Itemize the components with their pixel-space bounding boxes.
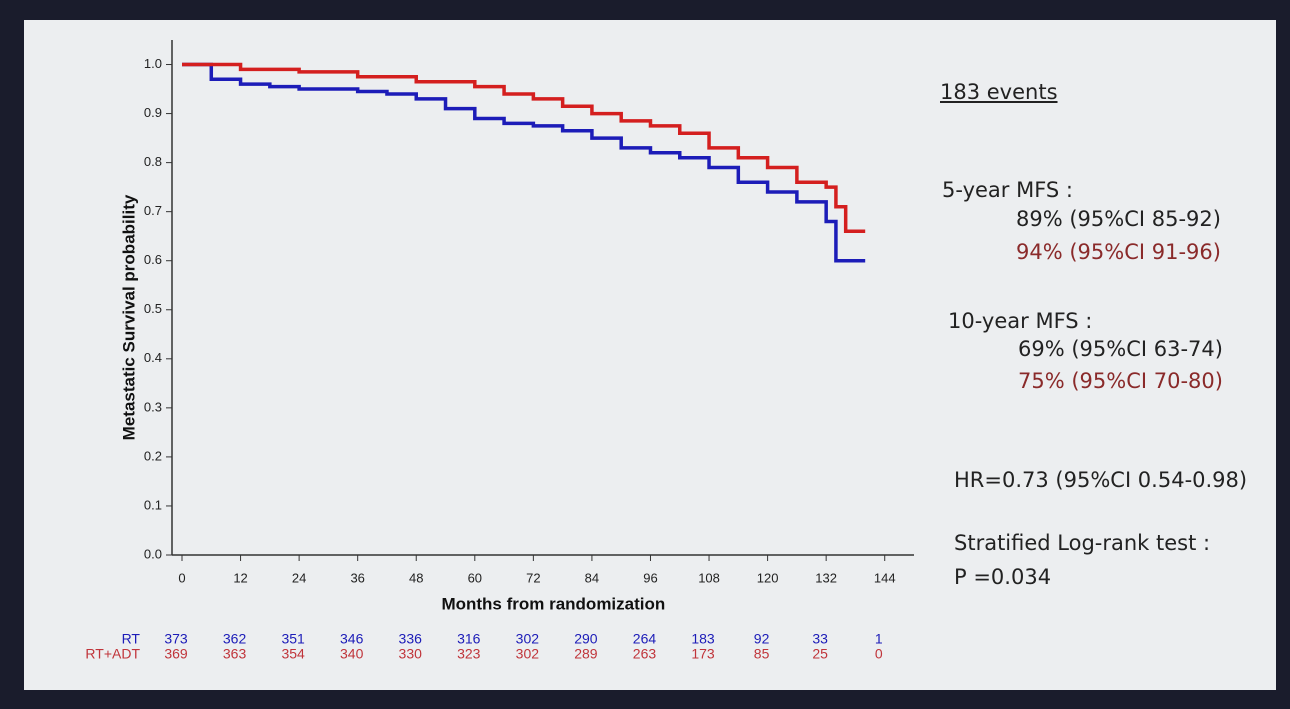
survival-curve [182, 62, 866, 263]
risk-count: 289 [574, 646, 598, 662]
risk-count: 264 [633, 631, 657, 647]
y-tick-label: 0.4 [144, 350, 162, 365]
x-tick-label: 48 [409, 570, 423, 585]
risk-row-label: RT [122, 631, 141, 647]
y-tick-label: 0.1 [144, 497, 162, 512]
survival-curve [182, 62, 866, 234]
annotation: 94% (95%CI 91-96) [1016, 240, 1221, 264]
y-axis-title: Metastatic Survival probability [119, 194, 138, 440]
risk-count: 362 [223, 631, 247, 647]
x-tick-label: 72 [526, 570, 540, 585]
risk-count: 369 [164, 646, 188, 662]
y-tick-label: 0.0 [144, 546, 162, 561]
risk-row-label: RT+ADT [85, 646, 140, 662]
risk-count: 323 [457, 646, 481, 662]
y-tick-label: 0.7 [144, 203, 162, 218]
x-tick-label: 144 [874, 570, 896, 585]
y-tick-label: 0.5 [144, 301, 162, 316]
risk-count: 354 [281, 646, 305, 662]
annotation: Stratified Log-rank test : [954, 531, 1211, 555]
slide: 183 events 5-year MFS : 89% (95%CI 85-92… [24, 20, 1276, 690]
risk-count: 346 [340, 631, 364, 647]
risk-count: 363 [223, 646, 247, 662]
annotation: HR=0.73 (95%CI 0.54-0.98) [954, 468, 1248, 492]
x-tick-label: 60 [468, 570, 482, 585]
risk-count: 351 [281, 631, 305, 647]
y-tick-label: 0.2 [144, 448, 162, 463]
annotation: 75% (95%CI 70-80) [1018, 369, 1223, 393]
x-axis-title: Months from randomization [441, 594, 665, 613]
risk-count: 33 [812, 631, 828, 647]
x-tick-label: 12 [233, 570, 247, 585]
x-tick-label: 24 [292, 570, 306, 585]
risk-count: 330 [399, 646, 423, 662]
y-tick-label: 0.3 [144, 399, 162, 414]
risk-count: 340 [340, 646, 364, 662]
risk-count: 263 [633, 646, 657, 662]
risk-count: 92 [754, 631, 770, 647]
risk-count: 290 [574, 631, 598, 647]
x-tick-label: 36 [350, 570, 364, 585]
x-tick-label: 96 [643, 570, 657, 585]
risk-count: 183 [691, 631, 715, 647]
risk-count: 1 [875, 631, 883, 647]
annotation: 89% (95%CI 85-92) [1016, 207, 1221, 231]
risk-count: 336 [399, 631, 423, 647]
x-tick-label: 108 [698, 570, 720, 585]
risk-count: 302 [516, 631, 540, 647]
risk-count: 85 [754, 646, 770, 662]
x-tick-label: 0 [178, 570, 185, 585]
annotation: 69% (95%CI 63-74) [1018, 337, 1223, 361]
risk-count: 173 [691, 646, 715, 662]
y-tick-label: 0.6 [144, 252, 162, 267]
risk-count: 373 [164, 631, 188, 647]
risk-count: 302 [516, 646, 540, 662]
annotation: 10-year MFS : [948, 309, 1093, 333]
risk-count: 25 [812, 646, 828, 662]
risk-count: 0 [875, 646, 883, 662]
x-tick-label: 84 [585, 570, 599, 585]
annotation: 183 events [940, 80, 1058, 104]
risk-count: 316 [457, 631, 481, 647]
y-tick-label: 0.8 [144, 154, 162, 169]
y-tick-label: 0.9 [144, 105, 162, 120]
y-tick-label: 1.0 [144, 56, 162, 71]
annotation: P =0.034 [954, 565, 1052, 589]
x-tick-label: 132 [815, 570, 837, 585]
x-tick-label: 120 [757, 570, 779, 585]
annotation: 5-year MFS : [942, 178, 1074, 202]
